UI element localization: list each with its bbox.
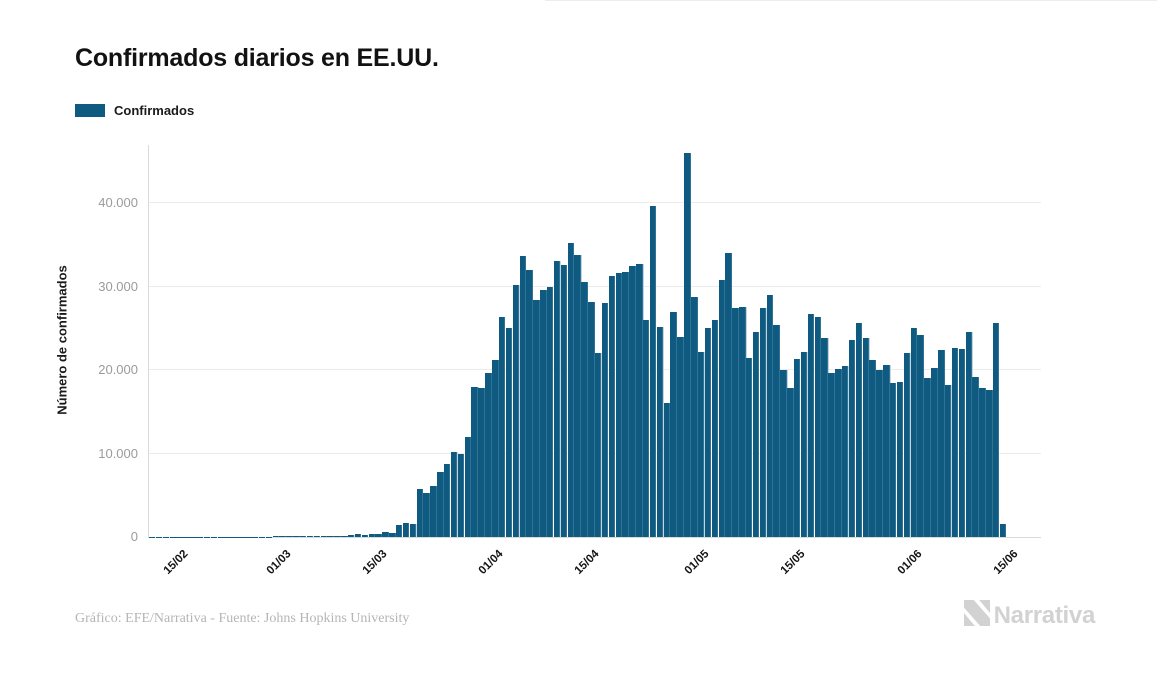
bar[interactable] xyxy=(423,492,430,537)
gridline xyxy=(149,202,1041,204)
bar[interactable] xyxy=(608,275,616,537)
y-tick-label: 40.000 xyxy=(98,195,138,211)
brand-name: Narrativa xyxy=(993,601,1096,629)
bar[interactable] xyxy=(793,359,801,537)
bar[interactable] xyxy=(958,349,966,537)
bar[interactable] xyxy=(890,383,897,537)
bar[interactable] xyxy=(416,489,424,537)
bar[interactable] xyxy=(498,316,506,537)
footer-credit: Gráfico: EFE/Narrativa - Fuente: Johns H… xyxy=(75,611,410,626)
bar[interactable] xyxy=(546,286,554,537)
bar[interactable] xyxy=(732,308,739,537)
narrativa-logo-icon xyxy=(963,600,990,631)
bar[interactable] xyxy=(663,403,671,537)
bar[interactable] xyxy=(293,536,300,537)
bar[interactable] xyxy=(691,296,698,537)
bar[interactable] xyxy=(725,253,732,537)
bar[interactable] xyxy=(848,339,856,537)
bar[interactable] xyxy=(896,381,904,537)
bar[interactable] xyxy=(444,463,451,537)
bar[interactable] xyxy=(972,376,979,537)
bar[interactable] xyxy=(622,271,629,537)
bar[interactable] xyxy=(457,453,465,537)
bar[interactable] xyxy=(766,294,773,537)
bar[interactable] xyxy=(375,533,382,537)
legend-item-confirmados[interactable]: Confirmados xyxy=(75,103,194,118)
bar[interactable] xyxy=(581,281,588,537)
bar[interactable] xyxy=(519,256,526,537)
bar[interactable] xyxy=(540,289,547,537)
bar[interactable] xyxy=(876,370,883,537)
bar[interactable] xyxy=(745,358,753,537)
bar[interactable] xyxy=(787,388,794,537)
bar[interactable] xyxy=(979,388,986,537)
top-hairline xyxy=(545,0,1157,1)
bar[interactable] xyxy=(992,323,1000,537)
bar[interactable] xyxy=(684,152,691,537)
y-tick-label: 10.000 xyxy=(98,445,138,461)
y-tick-label: 30.000 xyxy=(98,278,138,294)
bar[interactable] xyxy=(910,328,918,537)
bar[interactable] xyxy=(526,269,533,537)
x-tick-label: 15/04 xyxy=(573,548,602,577)
bar[interactable] xyxy=(382,532,389,537)
bar[interactable] xyxy=(437,472,444,537)
bar[interactable] xyxy=(478,388,485,537)
bar[interactable] xyxy=(931,368,938,537)
x-tick-label: 01/06 xyxy=(895,548,925,577)
bar[interactable] xyxy=(320,535,327,537)
bar[interactable] xyxy=(711,319,719,537)
bar[interactable] xyxy=(938,349,945,537)
bar[interactable] xyxy=(828,373,835,537)
brand-logo: Narrativa xyxy=(963,600,1096,631)
bar[interactable] xyxy=(464,436,472,537)
bar[interactable] xyxy=(313,536,321,537)
bar[interactable] xyxy=(299,536,307,537)
plot-area xyxy=(148,145,1041,538)
x-tick-label: 15/03 xyxy=(360,548,390,577)
bar[interactable] xyxy=(505,328,513,537)
y-tick-label: 20.000 xyxy=(98,362,138,377)
bar[interactable] xyxy=(361,534,369,537)
bar[interactable] xyxy=(649,206,657,537)
gridline xyxy=(149,285,1041,287)
x-tick-label: 15/02 xyxy=(161,548,191,577)
bar[interactable] xyxy=(670,311,677,537)
bar[interactable] xyxy=(272,536,279,537)
bar[interactable] xyxy=(588,301,595,537)
bar[interactable] xyxy=(835,369,842,537)
bar[interactable] xyxy=(279,536,286,537)
x-tick-label: 15/05 xyxy=(778,548,808,577)
legend-swatch xyxy=(75,104,105,117)
bar[interactable] xyxy=(341,535,348,537)
bar[interactable] xyxy=(999,524,1007,537)
y-tick-label: 0 xyxy=(130,529,138,544)
bar[interactable] xyxy=(485,373,492,537)
bar[interactable] xyxy=(334,535,341,537)
bar[interactable] xyxy=(869,360,876,537)
bar[interactable] xyxy=(814,316,822,537)
bar[interactable] xyxy=(629,265,636,537)
legend-label: Confirmados xyxy=(114,103,195,118)
bar[interactable] xyxy=(396,524,403,537)
x-tick-label: 01/04 xyxy=(477,548,506,577)
bar[interactable] xyxy=(917,334,924,537)
bar[interactable] xyxy=(567,243,574,537)
x-tick-label: 01/03 xyxy=(264,548,294,577)
x-tick-label: 01/05 xyxy=(682,548,712,577)
bar[interactable] xyxy=(773,324,780,537)
bar[interactable] xyxy=(643,319,650,537)
bar[interactable] xyxy=(560,264,568,537)
chart-title: Confirmados diarios en EE.UU. xyxy=(75,44,439,72)
bar[interactable] xyxy=(807,314,815,537)
bar[interactable] xyxy=(402,523,410,537)
bar[interactable] xyxy=(601,303,609,537)
bar[interactable] xyxy=(704,328,712,537)
bar[interactable] xyxy=(855,323,863,537)
bar[interactable] xyxy=(951,348,959,537)
bar[interactable] xyxy=(752,332,760,537)
bar[interactable] xyxy=(354,534,362,537)
